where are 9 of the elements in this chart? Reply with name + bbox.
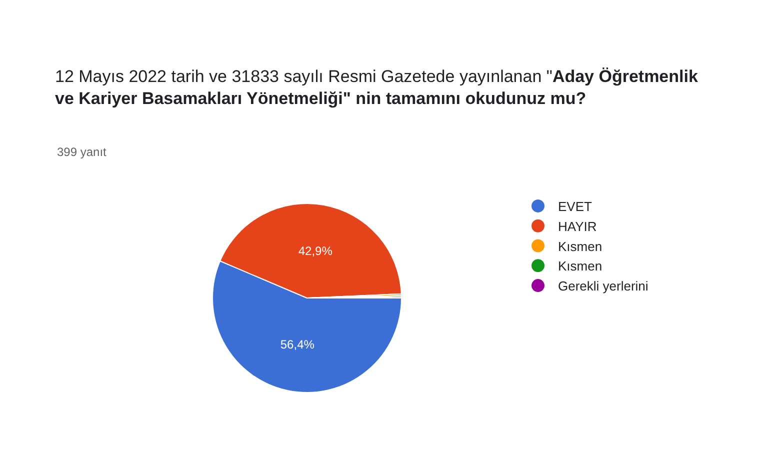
legend-label: EVET [558, 199, 592, 214]
legend-label: HAYIR [558, 218, 597, 234]
chart-title: 12 Mayıs 2022 tarih ve 31833 sayılı Resmi Gazetede yayınlanan "Aday Öğretmenlik ve Kariyer Basamakları Yönetmeliği" nin tamamını okudunuz mu? [55, 67, 698, 108]
legend-label: Kısmen [558, 238, 602, 254]
text: 399 yanıt [57, 145, 108, 159]
legend-label: Kısmen [558, 258, 602, 274]
legend-label: Gerekli yerlerini [558, 278, 648, 294]
data-label: 42,9% [298, 244, 333, 258]
data-label: 56,4% [280, 337, 315, 352]
